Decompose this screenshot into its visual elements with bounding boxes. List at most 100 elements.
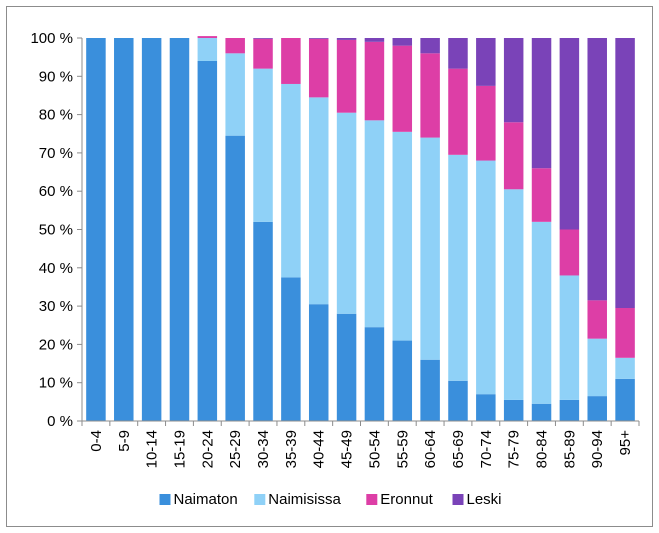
bar-leski-40-44 (308, 38, 329, 39)
bar-eronnut-45-49 (336, 39, 357, 113)
bar-eronnut-40-44 (308, 38, 329, 98)
bar-naimisissa-40-44 (308, 97, 329, 305)
bar-naimisissa-45-49 (336, 112, 357, 314)
x-tick-label: 70-74 (478, 430, 495, 468)
y-tick-label: 90 % (39, 68, 73, 85)
x-tick-label: 45-49 (339, 430, 356, 468)
x-tick-label: 60-64 (422, 430, 439, 468)
bar-naimaton-45-49 (336, 313, 357, 421)
y-tick-label: 30 % (39, 298, 73, 315)
bar-leski-85-89 (559, 38, 580, 230)
bar-naimaton-75-79 (503, 399, 524, 421)
x-tick-label: 90-94 (589, 430, 606, 468)
x-tick-label: 15-19 (171, 430, 188, 468)
bar-naimaton-0-4 (86, 38, 106, 421)
bar-naimaton-40-44 (308, 304, 329, 421)
y-tick-label: 60 % (39, 183, 73, 200)
legend-swatch-naimisissa (254, 494, 266, 505)
bar-naimaton-85-89 (559, 399, 580, 421)
legend-item-naimaton: Naimaton (159, 491, 238, 508)
legend-label: Naimisissa (268, 491, 341, 508)
x-tick-label: 80-84 (534, 430, 551, 468)
bar-naimaton-90-94 (587, 396, 607, 421)
bar-leski-55-59 (392, 38, 413, 46)
x-tick-label: 65-69 (450, 430, 467, 468)
legend-swatch-naimaton (159, 494, 171, 505)
bar-leski-90-94 (587, 38, 607, 301)
bar-leski-50-54 (364, 38, 385, 42)
bar-eronnut-20-24 (197, 36, 218, 38)
bar-naimisissa-80-84 (531, 221, 552, 404)
x-tick-label: 75-79 (506, 430, 523, 468)
bar-eronnut-65-69 (448, 68, 468, 155)
bar-naimaton-65-69 (448, 380, 468, 421)
bar-eronnut-90-94 (587, 300, 607, 339)
bar-naimisissa-95+ (615, 357, 635, 379)
bar-naimaton-20-24 (197, 60, 218, 421)
bar-eronnut-55-59 (392, 45, 413, 132)
x-tick-label: 25-29 (227, 430, 244, 468)
bar-naimisissa-50-54 (364, 120, 385, 328)
bar-eronnut-85-89 (559, 229, 580, 276)
bar-leski-95+ (615, 38, 635, 309)
legend-swatch-leski (452, 494, 464, 505)
bar-naimisissa-90-94 (587, 338, 607, 397)
bar-naimaton-55-59 (392, 340, 413, 421)
bar-naimisissa-35-39 (281, 83, 301, 278)
bar-eronnut-25-29 (225, 38, 245, 54)
bar-naimaton-70-74 (476, 394, 496, 421)
bar-leski-75-79 (503, 38, 524, 123)
x-tick-label: 10-14 (144, 430, 161, 468)
bar-eronnut-30-34 (253, 38, 273, 69)
bar-naimisissa-75-79 (503, 189, 524, 400)
bar-naimaton-5-9 (114, 38, 134, 421)
x-tick-label: 0-4 (88, 430, 105, 452)
bar-naimaton-10-14 (141, 38, 162, 421)
y-tick-label: 100 % (30, 30, 73, 47)
legend-item-naimisissa: Naimisissa (254, 491, 341, 508)
bar-naimaton-80-84 (531, 403, 552, 421)
bar-naimisissa-55-59 (392, 131, 413, 341)
bar-eronnut-75-79 (503, 122, 524, 190)
bar-naimisissa-85-89 (559, 275, 580, 400)
legend-item-leski: Leski (452, 491, 502, 508)
bar-naimaton-95+ (615, 378, 635, 421)
x-axis: 0-4 5-9 10-14 15-19 20-24 25-29 30-34 35-39 40-4… (81, 420, 640, 468)
legend-label: Naimaton (174, 491, 238, 508)
x-tick-label: 20-24 (199, 430, 216, 468)
y-tick-label: 70 % (39, 145, 73, 162)
bar-naimisissa-25-29 (225, 53, 245, 136)
bar-naimisissa-70-74 (476, 160, 496, 395)
legend-label: Leski (467, 491, 502, 508)
chart-frame: 0 % 10 % 20 % 30 % 40 % 50 % 60 % 70 % 80 % 90 % 1… (6, 6, 653, 527)
x-tick-label: 50-54 (366, 430, 383, 468)
x-tick-label: 55-59 (394, 430, 411, 468)
x-tick-label: 35-39 (283, 430, 300, 468)
x-tick-label: 40-44 (311, 430, 328, 468)
y-tick-label: 0 % (47, 413, 73, 430)
bar-naimisissa-65-69 (448, 154, 468, 381)
bar-naimaton-30-34 (253, 221, 273, 421)
x-tick-label: 5-9 (116, 430, 133, 452)
bar-leski-30-34 (253, 38, 273, 39)
y-tick-label: 40 % (39, 260, 73, 277)
bar-leski-60-64 (420, 38, 440, 54)
legend-swatch-eronnut (366, 494, 378, 505)
legend: Naimaton Naimisissa Eronnut Leski (159, 491, 502, 508)
bar-eronnut-80-84 (531, 168, 552, 222)
y-tick-label: 20 % (39, 336, 73, 353)
bar-naimaton-60-64 (420, 359, 440, 421)
bar-naimaton-50-54 (364, 327, 385, 421)
legend-item-eronnut: Eronnut (366, 491, 434, 508)
y-tick-label: 10 % (39, 375, 73, 392)
bar-leski-70-74 (476, 38, 496, 86)
bar-eronnut-50-54 (364, 41, 385, 121)
bar-naimisissa-60-64 (420, 137, 440, 360)
bar-leski-65-69 (448, 38, 468, 69)
y-tick-label: 80 % (39, 107, 73, 124)
bar-naimaton-15-19 (169, 38, 190, 421)
y-axis: 0 % 10 % 20 % 30 % 40 % 50 % 60 % 70 % 80 % 90 % 1… (30, 30, 83, 430)
legend-label: Eronnut (380, 491, 433, 508)
bar-naimaton-25-29 (225, 135, 245, 422)
x-tick-label: 30-34 (255, 430, 272, 468)
